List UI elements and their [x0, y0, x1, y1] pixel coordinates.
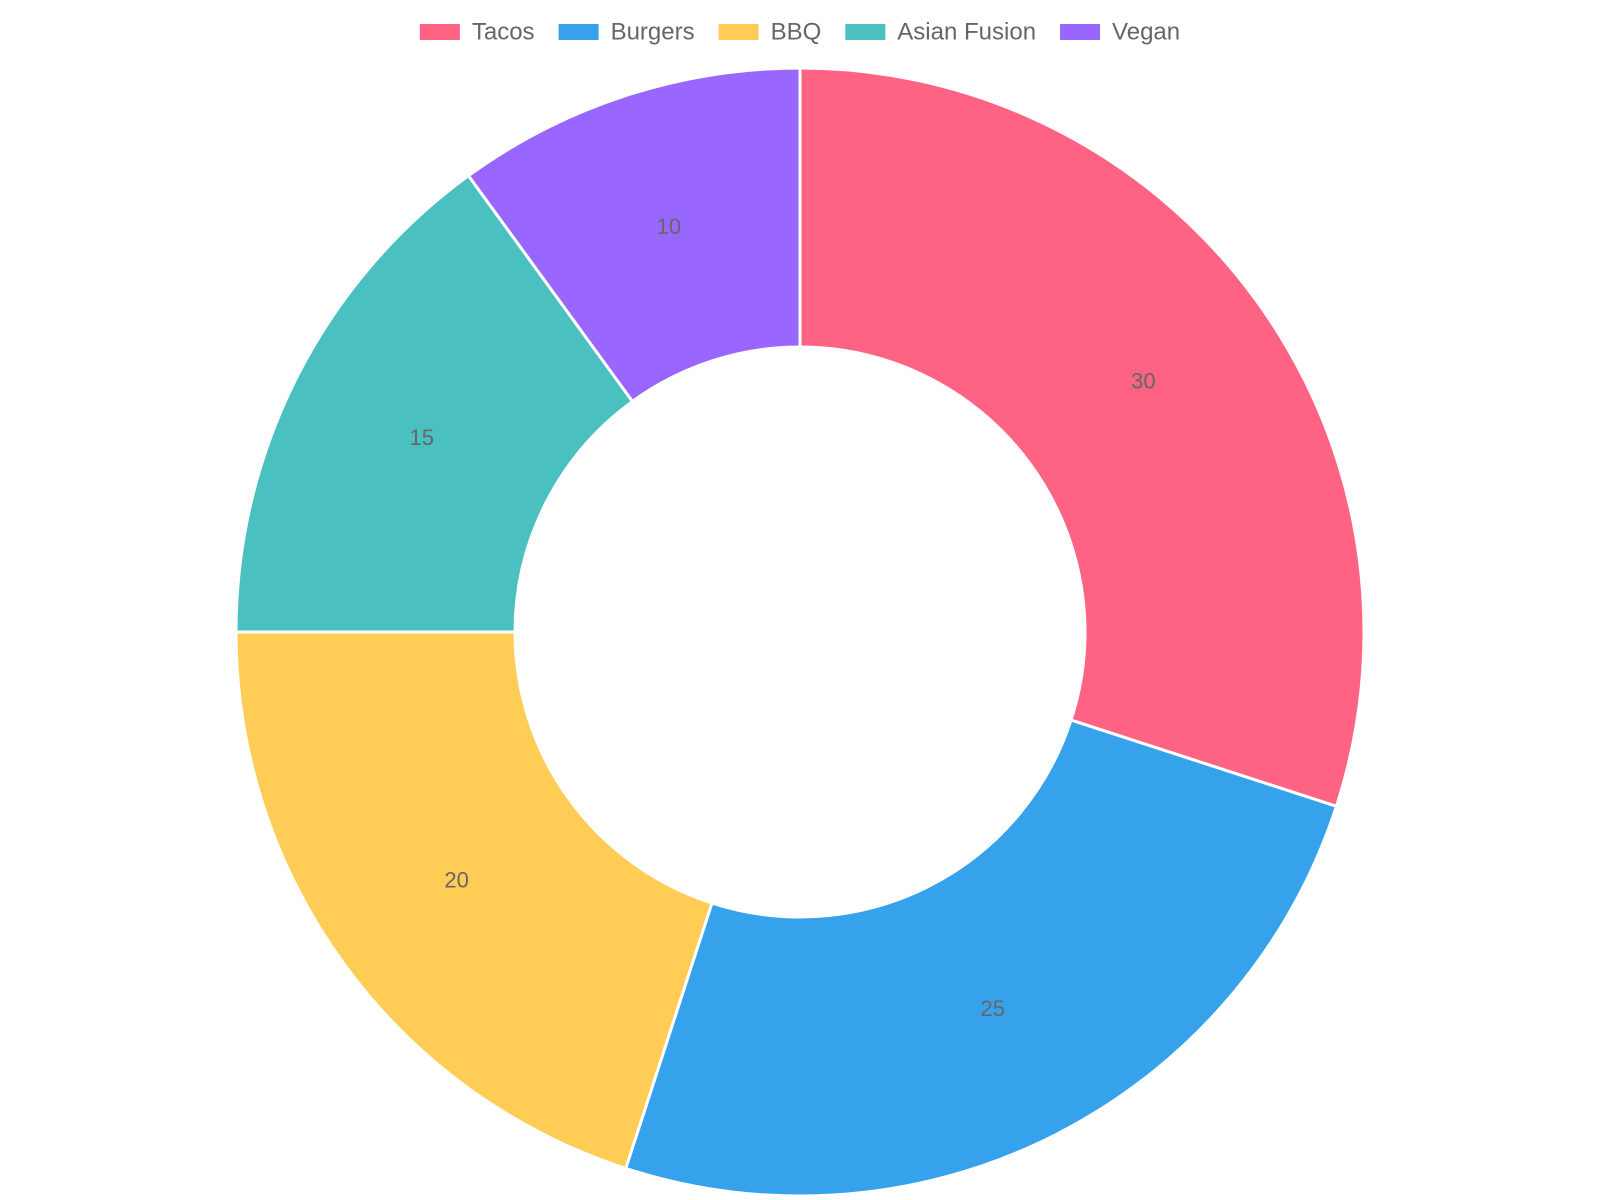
- legend-text: BBQ: [771, 18, 822, 45]
- legend-swatch: [558, 24, 599, 40]
- legend-swatch: [419, 24, 460, 40]
- slice: [234, 173, 635, 634]
- legend-text: Asian Fusion: [897, 18, 1036, 45]
- value-label: 25: [980, 996, 1004, 1021]
- legend-text: Burgers: [611, 18, 695, 45]
- legend-text: Tacos: [472, 18, 535, 45]
- value-label: 30: [1131, 368, 1155, 393]
- value-label: 10: [657, 214, 681, 239]
- legend-swatch: [1060, 24, 1101, 40]
- legend-text: Vegan: [1112, 18, 1180, 45]
- slice: [623, 718, 1339, 1198]
- slice: [466, 66, 802, 404]
- slice: [798, 66, 1366, 809]
- legend-swatch: [718, 24, 759, 40]
- value-label: 20: [444, 867, 468, 892]
- legend-swatch: [845, 24, 886, 40]
- slice: [234, 630, 714, 1171]
- value-label: 15: [410, 425, 434, 450]
- legend: Tacos Burgers BBQ Asian Fusion Vegan: [419, 18, 1180, 45]
